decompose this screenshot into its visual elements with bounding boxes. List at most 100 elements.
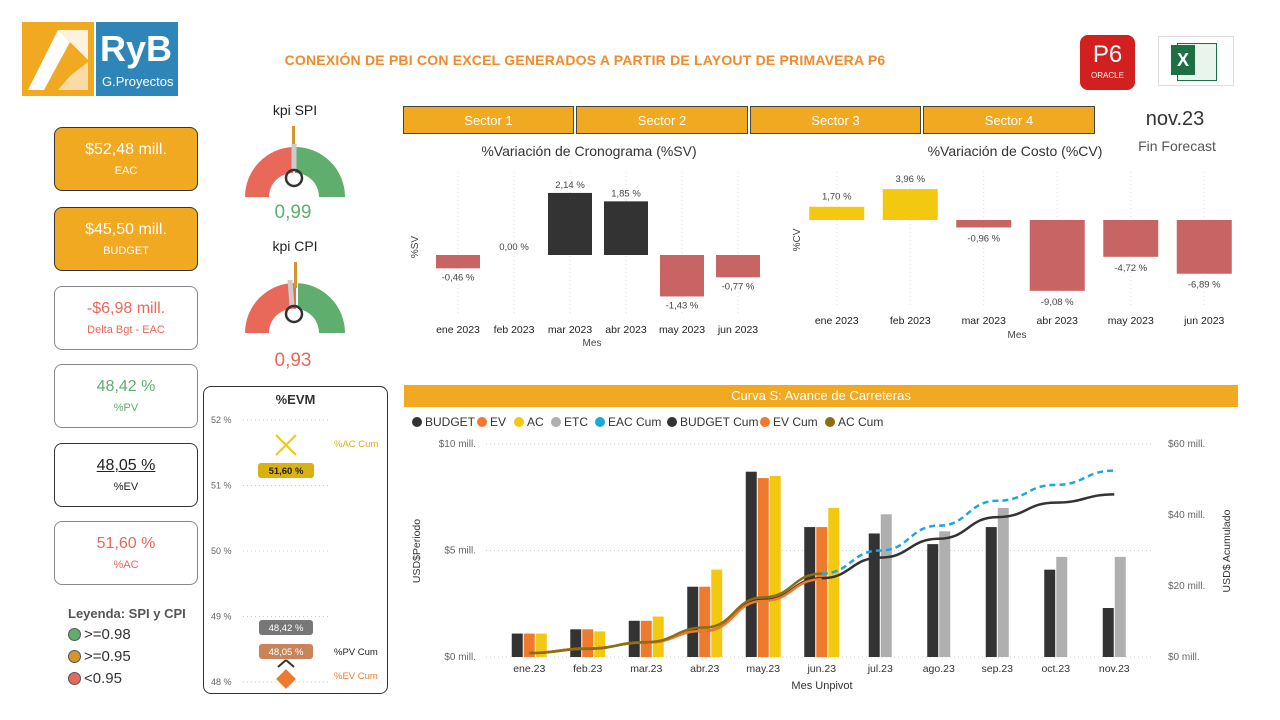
cv-bar <box>809 206 865 220</box>
cv-x-tick-label: abr 2023 <box>1037 315 1079 327</box>
cv-chart-title: %Variación de Costo (%CV) <box>927 143 1103 159</box>
sv-bar <box>660 255 704 297</box>
bar-etc <box>1056 556 1068 657</box>
bar-budget <box>1102 608 1114 657</box>
bar-ac <box>828 507 840 657</box>
bar-budget <box>1044 569 1056 657</box>
left-y-tick-label: $10 mill. <box>439 439 476 450</box>
x-tick-label: jun.23 <box>806 663 836 675</box>
sv-x-tick-label: may 2023 <box>659 324 705 336</box>
bar-ev <box>640 620 652 657</box>
bar-ev <box>523 633 535 657</box>
sv-bar <box>436 255 480 269</box>
kpi-card-delta[interactable]: -$6,98 mill. Delta Bgt - EAC <box>54 286 198 350</box>
cv-x-tick-label: mar 2023 <box>962 315 1007 327</box>
legend-series-label: BUDGET <box>425 415 476 429</box>
right-y-tick-label: $20 mill. <box>1168 581 1205 592</box>
sv-bar <box>548 192 592 255</box>
s-curve-banner: Curva S: Avance de Carreteras <box>404 385 1238 407</box>
right-y-tick-label: $40 mill. <box>1168 510 1205 521</box>
cv-x-tick-label: feb 2023 <box>890 315 931 327</box>
sector-button-4[interactable]: Sector 4 <box>923 106 1095 134</box>
bar-ev <box>582 629 594 657</box>
sector-button-3[interactable]: Sector 3 <box>750 106 921 134</box>
legend-series-label: AC <box>527 415 544 429</box>
x-tick-label: mar.23 <box>630 663 662 675</box>
bar-etc <box>880 514 892 657</box>
green-dot-icon <box>68 627 81 641</box>
right-y-tick-label: $0 mill. <box>1168 652 1200 663</box>
sv-x-axis-label: Mes <box>583 338 602 349</box>
legend-label: <0.95 <box>84 669 122 687</box>
pv-marker-icon <box>277 659 287 668</box>
cv-data-label: -6,89 % <box>1188 280 1221 291</box>
evm-y-tick-label: 52 % <box>211 415 232 425</box>
cv-x-axis-label: Mes <box>1008 330 1027 341</box>
sv-y-axis-label: %SV <box>410 236 421 259</box>
kpi-card-pv[interactable]: 48,42 % %PV <box>54 364 198 428</box>
pv-marker-icon <box>285 659 295 668</box>
legend-series-label: EV Cum <box>773 415 818 429</box>
sv-x-tick-label: mar 2023 <box>548 324 593 336</box>
cv-x-tick-label: jun 2023 <box>1183 315 1224 327</box>
excel-x-icon: X <box>1171 45 1195 75</box>
kpi-label: %PV <box>113 402 139 414</box>
legend-series-label: EV <box>490 415 506 429</box>
kpi-label: EAC <box>114 165 138 177</box>
cv-chart: %CV 1,70 % ene 2023 3,96 % feb 2023 -0,96 % ma… <box>792 172 1232 341</box>
cv-data-label: -0,96 % <box>967 233 1000 244</box>
kpi-card-ev[interactable]: 48,05 % %EV <box>54 443 198 507</box>
kpi-card-eac[interactable]: $52,48 mill. EAC <box>54 127 198 191</box>
gauge-cpi-value: 0,93 <box>274 350 312 371</box>
bar-budget <box>570 629 582 657</box>
x-axis-label: Mes Unpivot <box>791 680 852 692</box>
bar-ev <box>699 586 711 657</box>
ac-value-badge <box>258 463 314 478</box>
cv-x-tick-label: ene 2023 <box>815 315 859 327</box>
legend-row-green: >=0.98 <box>68 623 186 645</box>
gauge-spi-value: 0,99 <box>274 202 312 223</box>
primavera-p6-logo: P6 ORACLE <box>1080 35 1135 90</box>
sv-data-label: -0,46 % <box>442 272 475 283</box>
legend-title: Leyenda: SPI y CPI <box>68 606 186 621</box>
legend-marker-icon <box>477 417 487 427</box>
evm-y-tick-label: 50 % <box>211 546 232 556</box>
kpi-card-budget[interactable]: $45,50 mill. BUDGET <box>54 207 198 271</box>
amber-dot-icon <box>68 649 81 663</box>
sv-bar <box>716 255 760 278</box>
legend-series-label: AC Cum <box>838 415 883 429</box>
pv-value-badge <box>259 620 313 635</box>
sector-button-2[interactable]: Sector 2 <box>576 106 748 134</box>
x-tick-label: may.23 <box>746 663 780 675</box>
evm-title: %EVM <box>275 392 316 407</box>
ac-series-label: %AC Cum <box>334 439 378 450</box>
left-y-tick-label: $5 mill. <box>444 546 476 557</box>
bar-budget <box>985 527 997 657</box>
right-y-tick-label: $60 mill. <box>1168 439 1205 450</box>
spi-cpi-legend: Leyenda: SPI y CPI >=0.98 >=0.95 <0.95 <box>68 606 186 689</box>
left-y-axis-label: USD$Periodo <box>411 519 423 583</box>
legend-marker-icon <box>514 417 524 427</box>
cv-bar <box>1176 220 1232 274</box>
kpi-value: 48,42 % <box>96 378 156 395</box>
bar-budget <box>927 544 939 657</box>
bar-ac <box>769 475 781 657</box>
x-tick-label: feb.23 <box>573 663 602 675</box>
s-curve-chart: BUDGET EV AC ETC EAC Cum BUDGET Cum EV Cum AC C… <box>411 415 1233 692</box>
logo-subtext: G.Proyectos <box>102 74 174 89</box>
bar-ev <box>757 478 769 657</box>
bar-budget <box>868 533 880 657</box>
p6-logo-text: P6 <box>1092 41 1123 68</box>
kpi-value: 48,05 % <box>96 457 156 474</box>
bar-ac <box>711 569 723 657</box>
legend-marker-icon <box>667 417 677 427</box>
kpi-card-ac[interactable]: 51,60 % %AC <box>54 521 198 585</box>
cv-data-label: -4,72 % <box>1114 263 1147 274</box>
sv-data-label: -1,43 % <box>666 300 699 311</box>
sv-chart-title: %Variación de Cronograma (%SV) <box>481 143 697 159</box>
sv-data-label: 2,14 % <box>555 180 585 191</box>
ev-series-label: %EV Cum <box>334 671 378 682</box>
sv-data-label: 0,00 % <box>499 242 529 253</box>
sector-button-1[interactable]: Sector 1 <box>403 106 574 134</box>
cv-data-label: 3,96 % <box>895 174 925 185</box>
